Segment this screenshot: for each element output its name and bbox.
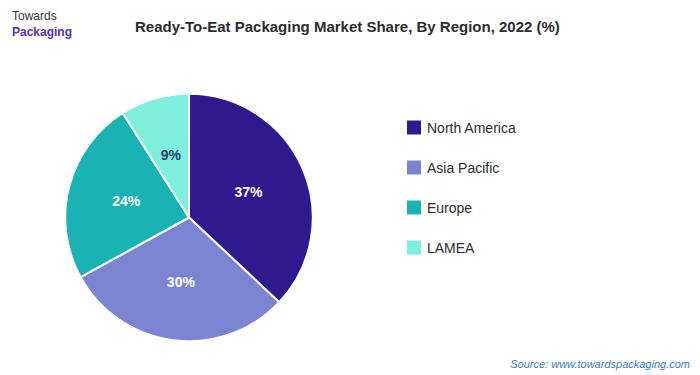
svg-text:Asia Pacific: Asia Pacific <box>427 160 499 176</box>
svg-text:24%: 24% <box>112 193 141 209</box>
svg-text:Towards: Towards <box>12 9 57 23</box>
svg-text:Europe: Europe <box>427 200 472 216</box>
svg-text:Packaging: Packaging <box>12 25 72 39</box>
svg-text:Ready-To-Eat Packaging Market: Ready-To-Eat Packaging Market Share, By … <box>135 18 560 35</box>
svg-text:North America: North America <box>427 120 516 136</box>
svg-text:Source: www.towardspackaging.c: Source: www.towardspackaging.com <box>510 358 690 370</box>
svg-text:9%: 9% <box>161 147 182 163</box>
svg-text:30%: 30% <box>167 274 196 290</box>
svg-text:LAMEA: LAMEA <box>427 240 475 256</box>
svg-text:37%: 37% <box>235 184 264 200</box>
